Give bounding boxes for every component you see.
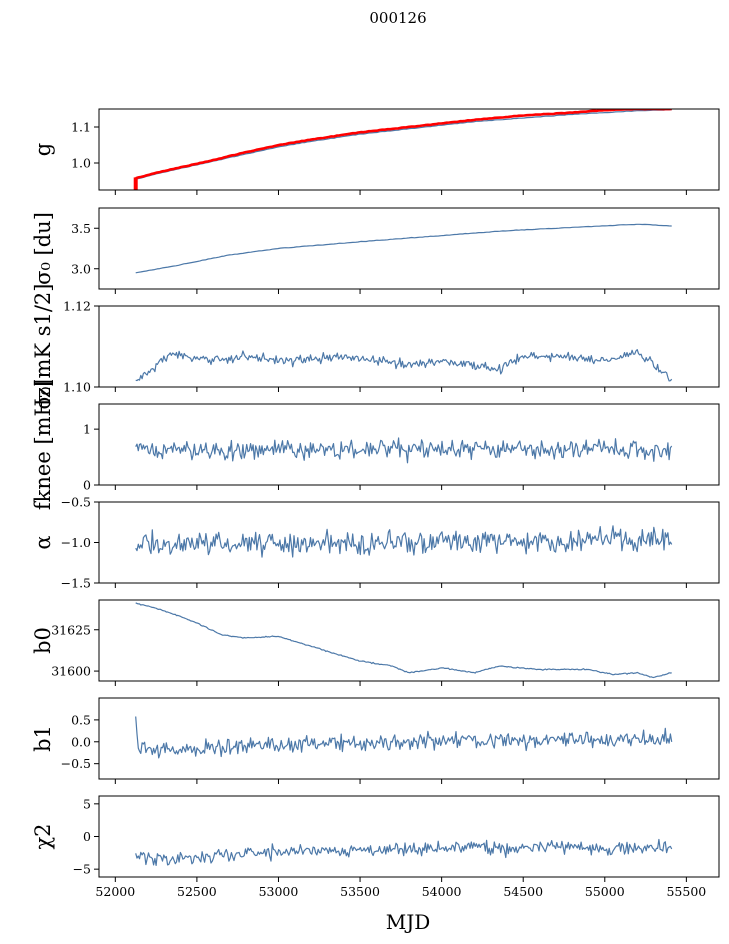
panel-2: 3.0 3.5 σ₀ [du] — [31, 207, 720, 294]
y-tick-label: −0.5 — [61, 756, 91, 771]
x-tick-label: 52000 — [95, 884, 135, 899]
y-axis-label: g — [31, 143, 55, 156]
series-sigma0_mK — [135, 349, 673, 382]
y-tick-label: 1.10 — [63, 380, 91, 395]
y-tick-label: 3.5 — [71, 221, 91, 236]
y-axis-label: σ₀[mK s1/2] — [31, 284, 55, 410]
y-tick-label: −1.0 — [61, 535, 91, 550]
axes-frame — [98, 207, 720, 290]
y-tick-label: 5 — [83, 796, 91, 811]
y-tick-label: 0.0 — [71, 734, 91, 749]
panel-8: −5 0 5 52000 52500 53000 53500 54000 54500 55000 5… — [31, 795, 720, 899]
y-tick-label: 0 — [83, 829, 91, 844]
series-alpha — [135, 525, 673, 558]
y-axis-label: χ2 — [31, 823, 55, 849]
x-axis-label: MJD — [386, 910, 431, 934]
panel-5: −1.5 −1.0 −0.5 α — [31, 495, 720, 591]
series-fknee — [135, 437, 673, 464]
y-tick-label: 1.12 — [63, 299, 91, 314]
series-g — [135, 109, 672, 180]
y-axis-label: σ₀ [du] — [31, 212, 55, 285]
axes-frame — [98, 305, 720, 388]
y-tick-label: 31625 — [51, 622, 91, 637]
y-tick-label: −0.5 — [61, 495, 91, 510]
axes-frame — [98, 403, 720, 486]
x-tick-label: 55500 — [666, 884, 706, 899]
y-tick-label: 1 — [83, 422, 91, 437]
x-tick-label: 55000 — [585, 884, 625, 899]
axes-frame — [98, 108, 720, 191]
x-tick-label: 53500 — [340, 884, 380, 899]
axes-frame — [98, 697, 720, 780]
y-axis-label: fknee [mHz] — [31, 379, 55, 510]
panel-7: −0.5 0.0 0.5 b1 — [31, 697, 720, 784]
figure-title: 000126 — [369, 9, 426, 27]
panel-1: 1.0 1.1 g — [31, 108, 720, 195]
x-tick-label: 52500 — [177, 884, 217, 899]
axes-frame — [98, 795, 720, 878]
x-tick-label: 54000 — [422, 884, 462, 899]
y-tick-label: 3.0 — [71, 261, 91, 276]
y-tick-label: 0 — [83, 478, 91, 493]
series-chi2 — [135, 838, 673, 866]
y-axis-label: b0 — [31, 627, 55, 654]
y-tick-label: −1.5 — [61, 576, 91, 591]
y-tick-label: −5 — [73, 862, 91, 877]
series-g_ref — [135, 109, 672, 180]
series-sigma0_du — [135, 223, 672, 274]
axes-frame — [98, 599, 720, 682]
y-axis-label: α — [31, 535, 55, 549]
y-tick-label: 31600 — [51, 664, 91, 679]
x-tick-label: 53000 — [259, 884, 299, 899]
panel-3: 1.10 1.12 σ₀[mK s1/2] — [31, 284, 720, 410]
y-tick-label: 0.5 — [71, 712, 91, 727]
x-tick-label: 54500 — [503, 884, 543, 899]
series-b1 — [135, 716, 673, 759]
y-tick-label: 1.0 — [71, 156, 91, 171]
y-tick-label: 1.1 — [71, 120, 91, 135]
panel-4: 0 1 fknee [mHz] — [31, 379, 720, 510]
y-axis-label: b1 — [31, 725, 55, 752]
series-b0 — [135, 602, 672, 679]
